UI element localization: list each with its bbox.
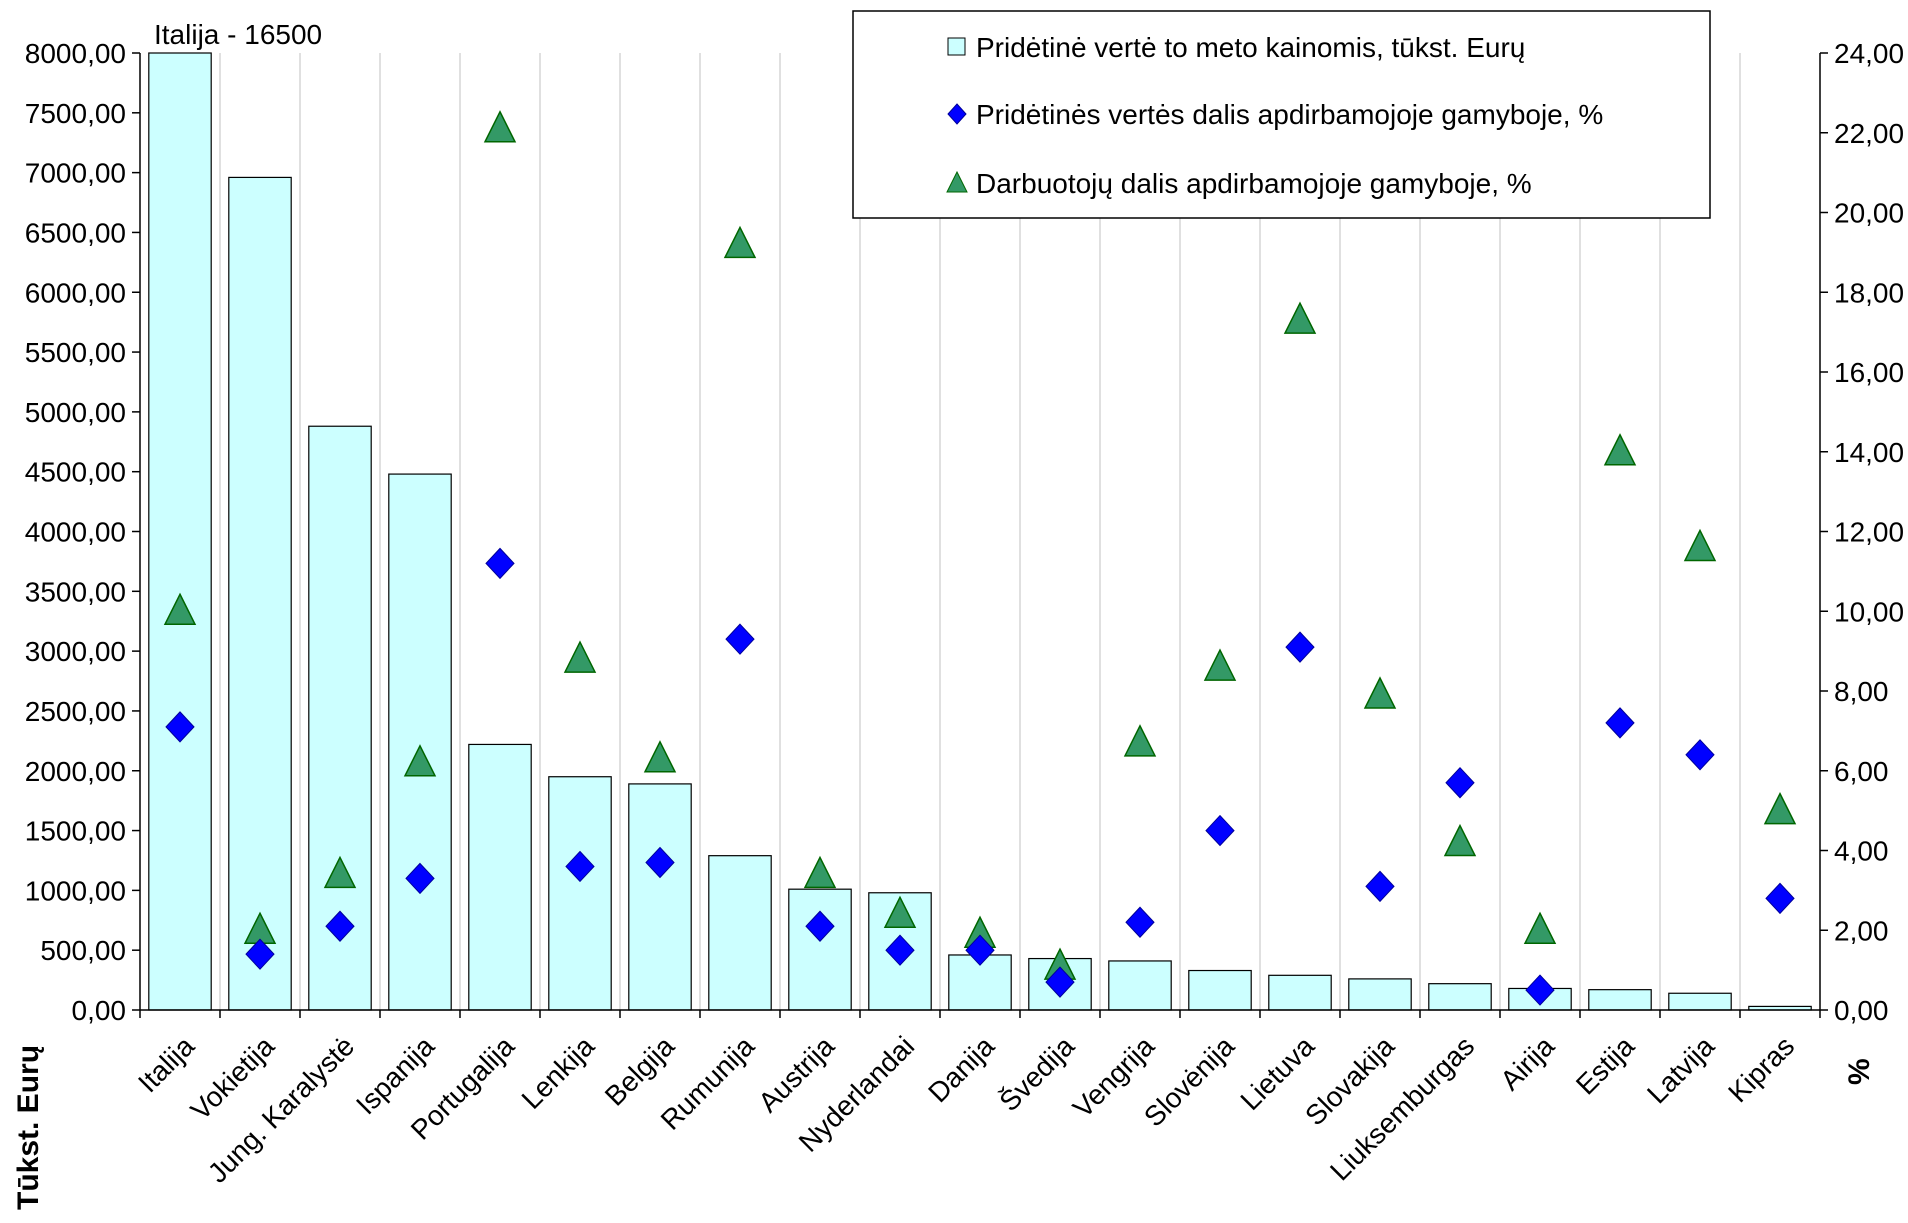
triangle-point [1203, 648, 1237, 681]
y-left-tick-label: 6500,00 [25, 217, 126, 248]
y-right-tick-label: 20,00 [1834, 198, 1904, 229]
diamond-point [165, 711, 195, 743]
legend-entry-value-share: Pridėtinės vertės dalis apdirbamojoje ga… [976, 99, 1603, 130]
y-right-tick-label: 6,00 [1834, 756, 1889, 787]
y-axis-right-title: % [1843, 1058, 1876, 1085]
bar-overflow-annotation: Italija - 16500 [154, 19, 322, 50]
bar [1588, 989, 1652, 1011]
y-left-tick-label: 4500,00 [25, 457, 126, 488]
legend: Pridėtinė vertė to meto kainomis, tūkst.… [852, 10, 1711, 219]
y-left-tick-label: 1500,00 [25, 816, 126, 847]
y-left-tick-label: 7000,00 [25, 158, 126, 189]
triangle-point [1603, 433, 1637, 466]
y-left-tick-label: 0,00 [72, 995, 127, 1026]
bar [1268, 974, 1332, 1011]
legend-bar-swatch [947, 37, 966, 56]
triangle-point [563, 640, 597, 673]
y-left-tick-label: 3500,00 [25, 576, 126, 607]
triangle-point [1683, 528, 1717, 562]
y-left-tick-label: 4000,00 [25, 517, 126, 548]
bar [788, 888, 852, 1011]
triangle-point [1283, 301, 1317, 334]
y-left-tick-label: 6000,00 [25, 277, 126, 308]
diamond-point [885, 934, 915, 966]
bar [1348, 978, 1412, 1011]
y-left-tick-label: 1000,00 [25, 875, 126, 906]
diamond-point [1365, 870, 1395, 903]
triangle-point [1123, 724, 1157, 757]
y-right-tick-label: 18,00 [1834, 277, 1904, 308]
y-left-tick-label: 8000,00 [25, 38, 126, 69]
diamond-point [1685, 739, 1715, 771]
diamond-point [1605, 707, 1635, 739]
bar [388, 473, 452, 1011]
y-left-tick-label: 2000,00 [25, 756, 126, 787]
y-right-tick-label: 0,00 [1834, 995, 1889, 1026]
bar-series [148, 52, 1812, 1011]
legend-entry-employee-share: Darbuotojų dalis apdirbamojoje gamyboje,… [976, 168, 1532, 199]
diamond-point [645, 846, 675, 879]
y-left-tick-label: 7500,00 [25, 98, 126, 129]
bar [628, 783, 692, 1011]
y-right-tick-label: 12,00 [1834, 517, 1904, 548]
triangle-point [163, 592, 197, 625]
triangle-point [883, 895, 917, 929]
bar [1428, 983, 1492, 1011]
diamond-point [1205, 814, 1235, 847]
y-left-tick-label: 5500,00 [25, 337, 126, 368]
diamond-point [1525, 974, 1555, 1006]
y-axis-left-title: Tūkst. Eurų [12, 1045, 45, 1210]
diamond-point [805, 910, 835, 942]
bar [1668, 992, 1732, 1011]
y-left-tick-label: 3000,00 [25, 636, 126, 667]
triangle-point [323, 855, 357, 889]
y-right-tick-label: 10,00 [1834, 596, 1904, 627]
y-right-tick-label: 16,00 [1834, 357, 1904, 388]
triangle-point [403, 744, 437, 777]
diamond-point [1765, 882, 1795, 915]
legend-triangle-swatch [946, 170, 968, 193]
diamond-point [565, 850, 595, 883]
legend-entry-value-added: Pridėtinė vertė to meto kainomis, tūkst.… [976, 32, 1525, 63]
diamond-point [1045, 966, 1075, 998]
y-right-tick-label: 8,00 [1834, 676, 1889, 707]
y-left-tick-label: 2500,00 [25, 696, 126, 727]
bar [468, 743, 532, 1011]
bar [228, 176, 292, 1011]
y-right-tick-label: 22,00 [1834, 118, 1904, 149]
triangle-point [1523, 911, 1557, 944]
diamond-point [1125, 906, 1155, 939]
marker-series [163, 110, 1797, 1006]
y-right-tick-label: 14,00 [1834, 437, 1904, 468]
diamond-point [1445, 766, 1475, 799]
diamond-point [245, 938, 275, 970]
y-left-tick-label: 500,00 [40, 935, 126, 966]
y-left-tick-label: 5000,00 [25, 397, 126, 428]
diamond-point [965, 934, 995, 966]
bar [1188, 969, 1252, 1011]
triangle-point [1763, 791, 1797, 825]
legend-diamond-swatch [947, 103, 967, 125]
bar [148, 52, 212, 1011]
triangle-point [723, 225, 757, 259]
diamond-point [405, 862, 435, 895]
triangle-point [483, 110, 517, 143]
triangle-point [643, 740, 677, 773]
bar [708, 855, 772, 1011]
triangle-point [803, 855, 837, 889]
y-right-tick-label: 24,00 [1834, 38, 1904, 69]
bar [1108, 960, 1172, 1011]
diamond-point [725, 623, 755, 655]
y-right-tick-label: 2,00 [1834, 915, 1889, 946]
diamond-point [325, 910, 355, 942]
triangle-point [1443, 823, 1477, 857]
diamond-point [485, 547, 515, 580]
bar [548, 776, 612, 1011]
legend-box [852, 10, 1711, 219]
diamond-point [1285, 631, 1315, 663]
axes [132, 52, 1828, 1018]
y-right-tick-label: 4,00 [1834, 836, 1889, 867]
triangle-point [1363, 676, 1397, 709]
